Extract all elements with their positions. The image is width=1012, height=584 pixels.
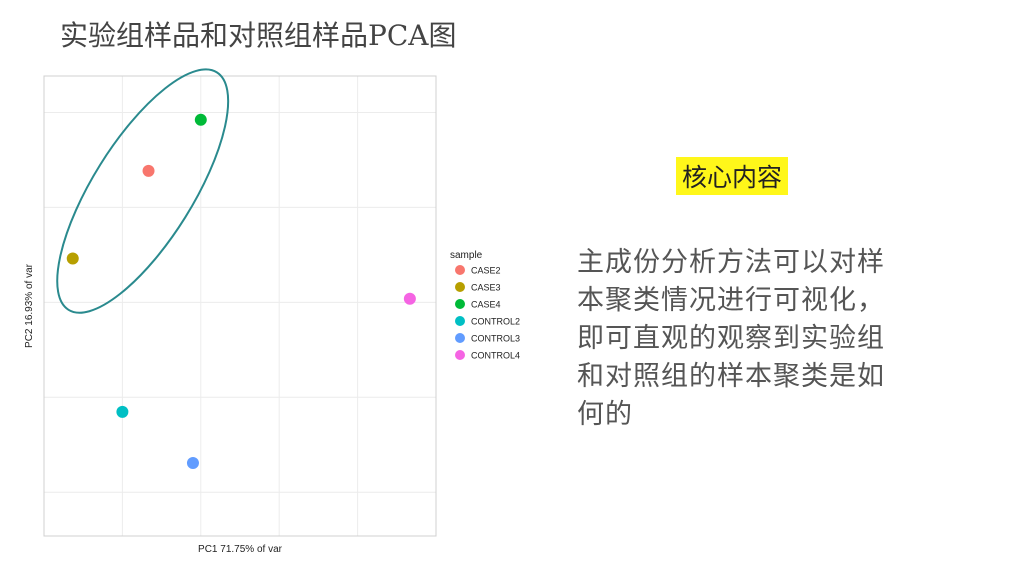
legend-label-case4: CASE4	[471, 300, 501, 310]
data-point-case2	[142, 164, 155, 177]
data-point-case3	[66, 252, 79, 265]
legend-swatch-case2	[455, 265, 465, 275]
data-point-control3	[186, 456, 199, 469]
y-axis-label: PC2 16.93% of var	[24, 263, 35, 348]
x-axis-label: PC1 71.75% of var	[198, 544, 283, 555]
case-group-ellipse	[56, 68, 230, 314]
legend-label-control3: CONTROL3	[471, 334, 520, 344]
panel-border	[43, 75, 437, 537]
legend-swatch-control3	[455, 333, 465, 343]
grid	[44, 76, 436, 536]
legend-label-case3: CASE3	[471, 283, 501, 293]
legend-label-control4: CONTROL4	[471, 351, 520, 361]
legend-swatch-control2	[455, 316, 465, 326]
legend-label-case2: CASE2	[471, 266, 501, 276]
legend-label-control2: CONTROL2	[471, 317, 520, 327]
data-point-case4	[194, 113, 207, 126]
slide-title: 实验组样品和对照组样品PCA图	[60, 19, 457, 52]
legend-swatch-control4	[455, 350, 465, 360]
data-points	[66, 113, 416, 469]
legend-title: sample	[450, 250, 483, 261]
pca-scatter-chart: PC1 71.75% of var PC2 16.93% of var samp…	[24, 68, 520, 555]
legend: sample CASE2 CASE3 CASE4 CONTROL2 CONTROL3 CO…	[450, 250, 520, 361]
key-content-highlight: 核心内容	[676, 157, 789, 195]
data-point-control4	[403, 292, 416, 305]
explanation-text: 主成份分析方法可以对样本聚类情况进行可视化，即可直观的观察到实验组和对照组的样本…	[577, 247, 885, 430]
legend-swatch-case4	[455, 299, 465, 309]
legend-swatch-case3	[455, 282, 465, 292]
data-point-control2	[116, 405, 129, 418]
